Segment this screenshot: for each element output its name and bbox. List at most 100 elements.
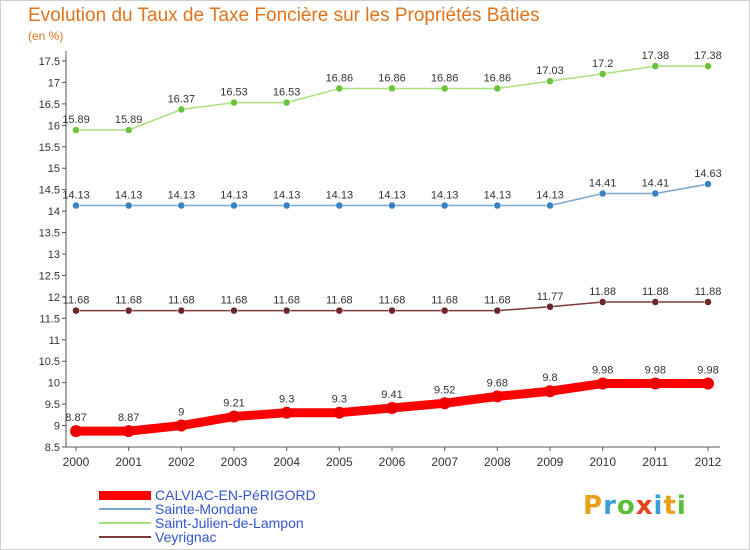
x-tick-label: 2012 bbox=[695, 455, 722, 469]
legend-item-sainte-mondane[interactable]: Sainte-Mondane bbox=[99, 501, 359, 517]
data-label: 14.41 bbox=[642, 178, 670, 190]
x-tick-label: 2007 bbox=[431, 455, 458, 469]
data-label: 16.86 bbox=[431, 72, 459, 84]
y-tick-label: 14.5 bbox=[39, 185, 60, 197]
data-label: 11.88 bbox=[695, 286, 722, 298]
legend-item-saint-julien[interactable]: Saint-Julien-de-Lampon bbox=[99, 515, 359, 531]
logo-letter: o bbox=[616, 491, 636, 521]
data-label: 16.86 bbox=[484, 72, 512, 84]
legend-label-calviac: CALVIAC-EN-PéRIGORD bbox=[155, 487, 316, 503]
y-tick-label: 12 bbox=[48, 292, 60, 304]
data-point bbox=[282, 98, 291, 107]
y-tick-label: 16.5 bbox=[39, 99, 60, 111]
data-label: 11.88 bbox=[589, 286, 616, 298]
data-point bbox=[228, 410, 240, 423]
data-label: 14.13 bbox=[220, 190, 248, 202]
data-label: 9.98 bbox=[645, 365, 666, 377]
data-label: 14.13 bbox=[484, 190, 512, 202]
data-label: 14.13 bbox=[273, 190, 301, 202]
x-tick-label: 2008 bbox=[484, 455, 511, 469]
line-chart: 8.5 9 9.5 10 10.5 11 11.5 12 12.5 13 13.5 14 14.5 15 1… bbox=[39, 50, 722, 469]
data-point bbox=[177, 105, 186, 114]
data-point bbox=[702, 377, 714, 390]
logo-letter: t bbox=[663, 491, 677, 521]
y-tick-label: 10 bbox=[48, 378, 60, 390]
data-point bbox=[230, 98, 238, 107]
data-point bbox=[598, 298, 607, 306]
data-point bbox=[175, 419, 188, 432]
data-point bbox=[491, 390, 504, 403]
data-point bbox=[493, 201, 502, 210]
data-label: 17.03 bbox=[536, 65, 564, 77]
data-label: 15.89 bbox=[62, 114, 90, 126]
y-tick-label: 17.5 bbox=[39, 56, 60, 68]
y-tick-label: 11 bbox=[49, 335, 60, 347]
logo-letter: x bbox=[635, 491, 654, 521]
y-tick-label: 15.5 bbox=[39, 142, 60, 154]
y-tick-label: 9.5 bbox=[45, 399, 60, 411]
data-label: 9.52 bbox=[434, 384, 455, 396]
data-point bbox=[72, 201, 80, 210]
data-point bbox=[440, 201, 449, 210]
x-tick-label: 2004 bbox=[273, 455, 300, 469]
data-point bbox=[282, 306, 291, 315]
data-label: 11.77 bbox=[537, 291, 564, 303]
data-point bbox=[649, 377, 662, 390]
x-tick-label: 2010 bbox=[589, 455, 616, 469]
data-label: 15.89 bbox=[115, 114, 143, 126]
data-point bbox=[651, 298, 660, 306]
data-point bbox=[546, 303, 554, 311]
y-tick-label: 12.5 bbox=[39, 270, 60, 282]
data-point bbox=[124, 201, 133, 210]
data-label: 14.13 bbox=[168, 190, 196, 202]
legend-item-calviac[interactable]: CALVIAC-EN-PéRIGORD bbox=[99, 487, 359, 503]
data-label: 14.13 bbox=[115, 190, 143, 202]
data-label: 11.68 bbox=[431, 295, 458, 307]
legend-label-sainte-mondane: Sainte-Mondane bbox=[155, 501, 258, 517]
data-point bbox=[704, 298, 712, 306]
data-point bbox=[704, 62, 712, 70]
data-point bbox=[704, 180, 712, 188]
data-label: 16.53 bbox=[273, 87, 301, 99]
data-point bbox=[230, 201, 238, 210]
data-label: 16.37 bbox=[168, 93, 196, 105]
data-point bbox=[335, 306, 344, 315]
data-point bbox=[124, 126, 133, 134]
data-point bbox=[122, 425, 135, 438]
chart-unit: (en %) bbox=[28, 29, 64, 43]
data-label: 14.13 bbox=[326, 190, 354, 202]
data-label: 9.8 bbox=[542, 372, 557, 384]
x-tick-label: 2006 bbox=[379, 455, 406, 469]
data-point bbox=[70, 425, 82, 438]
data-point bbox=[546, 201, 554, 210]
data-label: 9.98 bbox=[592, 365, 613, 377]
data-label: 16.86 bbox=[378, 72, 406, 84]
data-point bbox=[333, 406, 346, 419]
data-point bbox=[546, 77, 554, 85]
data-label: 11.68 bbox=[273, 295, 300, 307]
data-label: 9.3 bbox=[279, 394, 294, 406]
legend-swatch-veyrignac bbox=[99, 536, 151, 538]
legend-label-saint-julien: Saint-Julien-de-Lampon bbox=[155, 515, 304, 531]
data-point bbox=[177, 306, 186, 315]
proxiti-logo: Proxiti bbox=[583, 491, 687, 521]
data-point bbox=[598, 189, 607, 198]
data-point bbox=[440, 84, 449, 93]
y-tick-label: 10.5 bbox=[39, 356, 60, 368]
data-label: 11.68 bbox=[221, 295, 248, 307]
data-label: 14.13 bbox=[536, 190, 564, 202]
data-point bbox=[438, 397, 451, 410]
data-point bbox=[124, 306, 133, 315]
data-label: 11.68 bbox=[326, 295, 353, 307]
data-point bbox=[493, 84, 502, 93]
y-tick-label: 11.5 bbox=[39, 313, 60, 325]
data-label: 17.38 bbox=[694, 50, 722, 62]
data-point bbox=[72, 126, 80, 134]
data-point bbox=[282, 201, 291, 210]
legend-item-veyrignac[interactable]: Veyrignac bbox=[99, 529, 359, 545]
y-tick-label: 8.5 bbox=[45, 442, 60, 454]
legend-label-veyrignac: Veyrignac bbox=[155, 529, 217, 545]
logo-letter: i bbox=[676, 491, 687, 521]
x-tick-label: 2000 bbox=[63, 455, 90, 469]
